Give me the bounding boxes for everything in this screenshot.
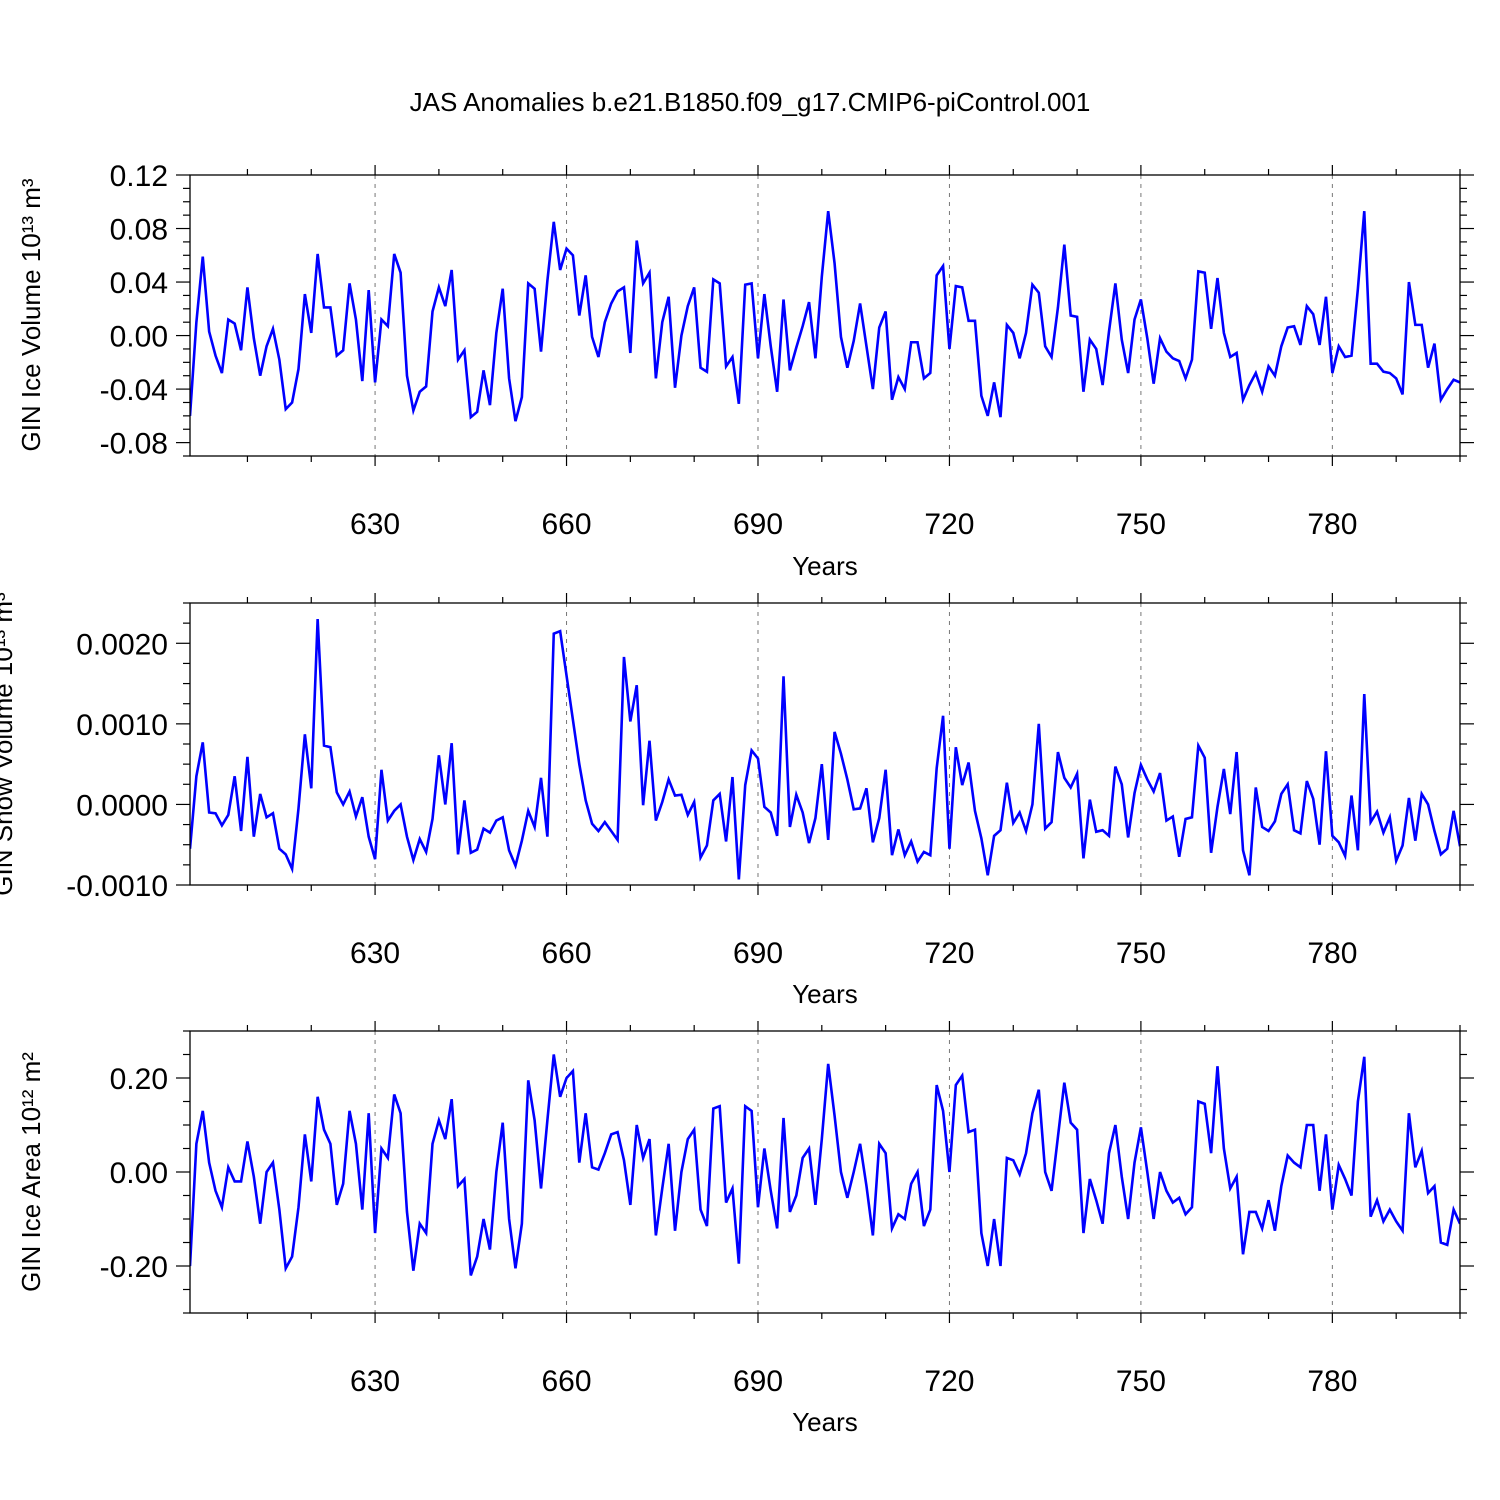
x-tick-label: 720 <box>924 1365 974 1398</box>
major-ticks <box>176 165 1474 466</box>
y-tick-label: 0.00 <box>110 1157 168 1190</box>
y-tick-label: -0.04 <box>100 374 168 407</box>
x-tick-label: 720 <box>924 937 974 970</box>
major-ticks <box>176 1021 1474 1323</box>
plot-frame <box>189 1030 1461 1314</box>
x-tick-labels: 630 660 690 720 750 780 <box>350 508 1357 541</box>
x-tick-label: 660 <box>542 1365 592 1398</box>
x-tick-label: 630 <box>350 508 400 541</box>
x-tick-labels: 630 660 690 720 750 780 <box>350 1365 1357 1398</box>
y-axis-label: GIN Snow Volume 10¹³ m³ <box>0 592 18 896</box>
series-line-ice-volume <box>190 210 1460 422</box>
x-tick-label: 750 <box>1116 1365 1166 1398</box>
y-tick-label: 0.0010 <box>76 709 168 742</box>
panel-ice-area: 630 660 690 720 750 780 -0.20 0.00 0.20 Years G… <box>16 1021 1474 1437</box>
y-tick-label: 0.0020 <box>76 628 168 661</box>
x-tick-label: 630 <box>350 1365 400 1398</box>
y-tick-labels: -0.0010 0.0000 0.0010 0.0020 <box>66 628 168 903</box>
x-tick-label: 660 <box>542 508 592 541</box>
grid-lines <box>374 603 1333 885</box>
x-axis-label: Years <box>792 979 858 1009</box>
panel-ice-volume: 630 660 690 720 750 780 -0.08 -0.04 0.00 0.04 0.0… <box>16 160 1474 581</box>
grid-lines <box>374 175 1333 456</box>
series-line-ice-area <box>190 1054 1460 1276</box>
x-tick-label: 780 <box>1307 937 1357 970</box>
y-axis-label: GIN Ice Area 10¹² m² <box>16 1052 46 1292</box>
y-tick-labels: -0.08 -0.04 0.00 0.04 0.08 0.12 <box>100 160 168 461</box>
y-tick-label: 0.08 <box>110 214 168 247</box>
x-tick-label: 690 <box>733 1365 783 1398</box>
x-tick-label: 690 <box>733 508 783 541</box>
x-tick-label: 750 <box>1116 937 1166 970</box>
x-tick-label: 720 <box>924 508 974 541</box>
y-tick-label: 0.00 <box>110 321 168 354</box>
x-tick-label: 630 <box>350 937 400 970</box>
minor-ticks <box>183 1025 1467 1319</box>
panel-snow-volume: 630 660 690 720 750 780 -0.0010 0.0000 0.0010 0.… <box>0 592 1474 1009</box>
series-line-snow-volume <box>190 619 1460 880</box>
plot-frame <box>189 602 1461 886</box>
x-axis-label: Years <box>792 551 858 581</box>
y-tick-label: -0.20 <box>100 1251 168 1284</box>
x-tick-label: 750 <box>1116 508 1166 541</box>
major-ticks <box>176 593 1474 895</box>
y-tick-label: -0.0010 <box>66 870 168 903</box>
y-tick-label: -0.08 <box>100 428 168 461</box>
y-tick-label: 0.20 <box>110 1063 168 1096</box>
y-tick-labels: -0.20 0.00 0.20 <box>100 1063 168 1284</box>
x-tick-labels: 630 660 690 720 750 780 <box>350 937 1357 970</box>
minor-ticks <box>183 597 1467 891</box>
plot-frame <box>189 174 1461 457</box>
x-tick-label: 780 <box>1307 508 1357 541</box>
x-tick-label: 780 <box>1307 1365 1357 1398</box>
x-axis-label: Years <box>792 1407 858 1437</box>
minor-ticks <box>183 169 1467 462</box>
x-tick-label: 660 <box>542 937 592 970</box>
y-tick-label: 0.12 <box>110 160 168 193</box>
y-tick-label: 0.0000 <box>76 789 168 822</box>
chart-title: JAS Anomalies b.e21.B1850.f09_g17.CMIP6-… <box>410 87 1091 117</box>
x-tick-label: 690 <box>733 937 783 970</box>
y-tick-label: 0.04 <box>110 267 168 300</box>
y-axis-label: GIN Ice Volume 10¹³ m³ <box>16 178 46 451</box>
